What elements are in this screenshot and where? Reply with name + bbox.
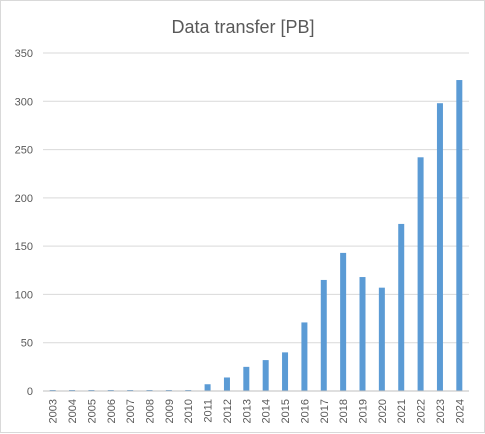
x-tick-label: 2023: [435, 399, 447, 423]
bars: [49, 80, 463, 392]
y-tick-label: 150: [15, 241, 33, 253]
y-tick-label: 250: [15, 145, 33, 157]
x-tick-label: 2016: [299, 399, 311, 423]
x-tick-label: 2010: [183, 399, 195, 423]
x-tick-label: 2011: [203, 399, 215, 423]
gridlines: [43, 52, 469, 344]
x-tick-label: 2003: [48, 399, 60, 423]
x-tick-label: 2024: [454, 399, 466, 423]
bar-2024: [456, 80, 463, 391]
y-tick-label: 200: [15, 193, 33, 205]
x-tick-label: 2020: [377, 399, 389, 423]
chart-title: Data transfer [PB]: [171, 17, 314, 37]
x-tick-label: 2014: [261, 399, 273, 423]
x-tick-label: 2008: [145, 399, 157, 423]
y-tick-label: 300: [15, 96, 33, 108]
x-tick-label: 2012: [222, 399, 234, 423]
x-tick-label: 2007: [125, 399, 137, 423]
y-axis-ticks: 0 50 100 150 200 250 300 350: [15, 48, 33, 398]
bar-2020: [378, 287, 385, 391]
bar-2021: [398, 223, 405, 391]
bar-2016: [301, 322, 308, 391]
x-tick-label: 2013: [241, 399, 253, 423]
x-tick-label: 2018: [338, 399, 350, 423]
x-tick-label: 2004: [67, 399, 79, 423]
bar-2011: [204, 384, 211, 391]
y-tick-label: 0: [27, 386, 33, 398]
x-tick-label: 2017: [319, 399, 331, 423]
y-tick-label: 350: [15, 48, 33, 60]
bar-2017: [320, 279, 327, 391]
x-tick-label: 2006: [106, 399, 118, 423]
x-axis-ticks: 2003 2004 2005 2006 2007 2008 2009 2010 2011 2012…: [48, 399, 467, 423]
x-tick-label: 2022: [416, 399, 428, 423]
x-tick-label: 2019: [358, 399, 370, 423]
y-tick-label: 50: [21, 338, 33, 350]
x-tick-label: 2005: [86, 399, 98, 423]
x-tick-label: 2009: [164, 399, 176, 423]
bar-2022: [417, 157, 424, 391]
bar-2012: [223, 377, 230, 391]
bar-2019: [359, 277, 366, 391]
bar-2018: [340, 252, 347, 391]
bar-2014: [262, 360, 269, 391]
bar-2015: [282, 352, 289, 391]
bar-2023: [436, 103, 443, 392]
x-tick-label: 2015: [280, 399, 292, 423]
y-tick-label: 100: [15, 289, 33, 301]
bar-2013: [243, 366, 250, 391]
x-tick-label: 2021: [396, 399, 408, 423]
